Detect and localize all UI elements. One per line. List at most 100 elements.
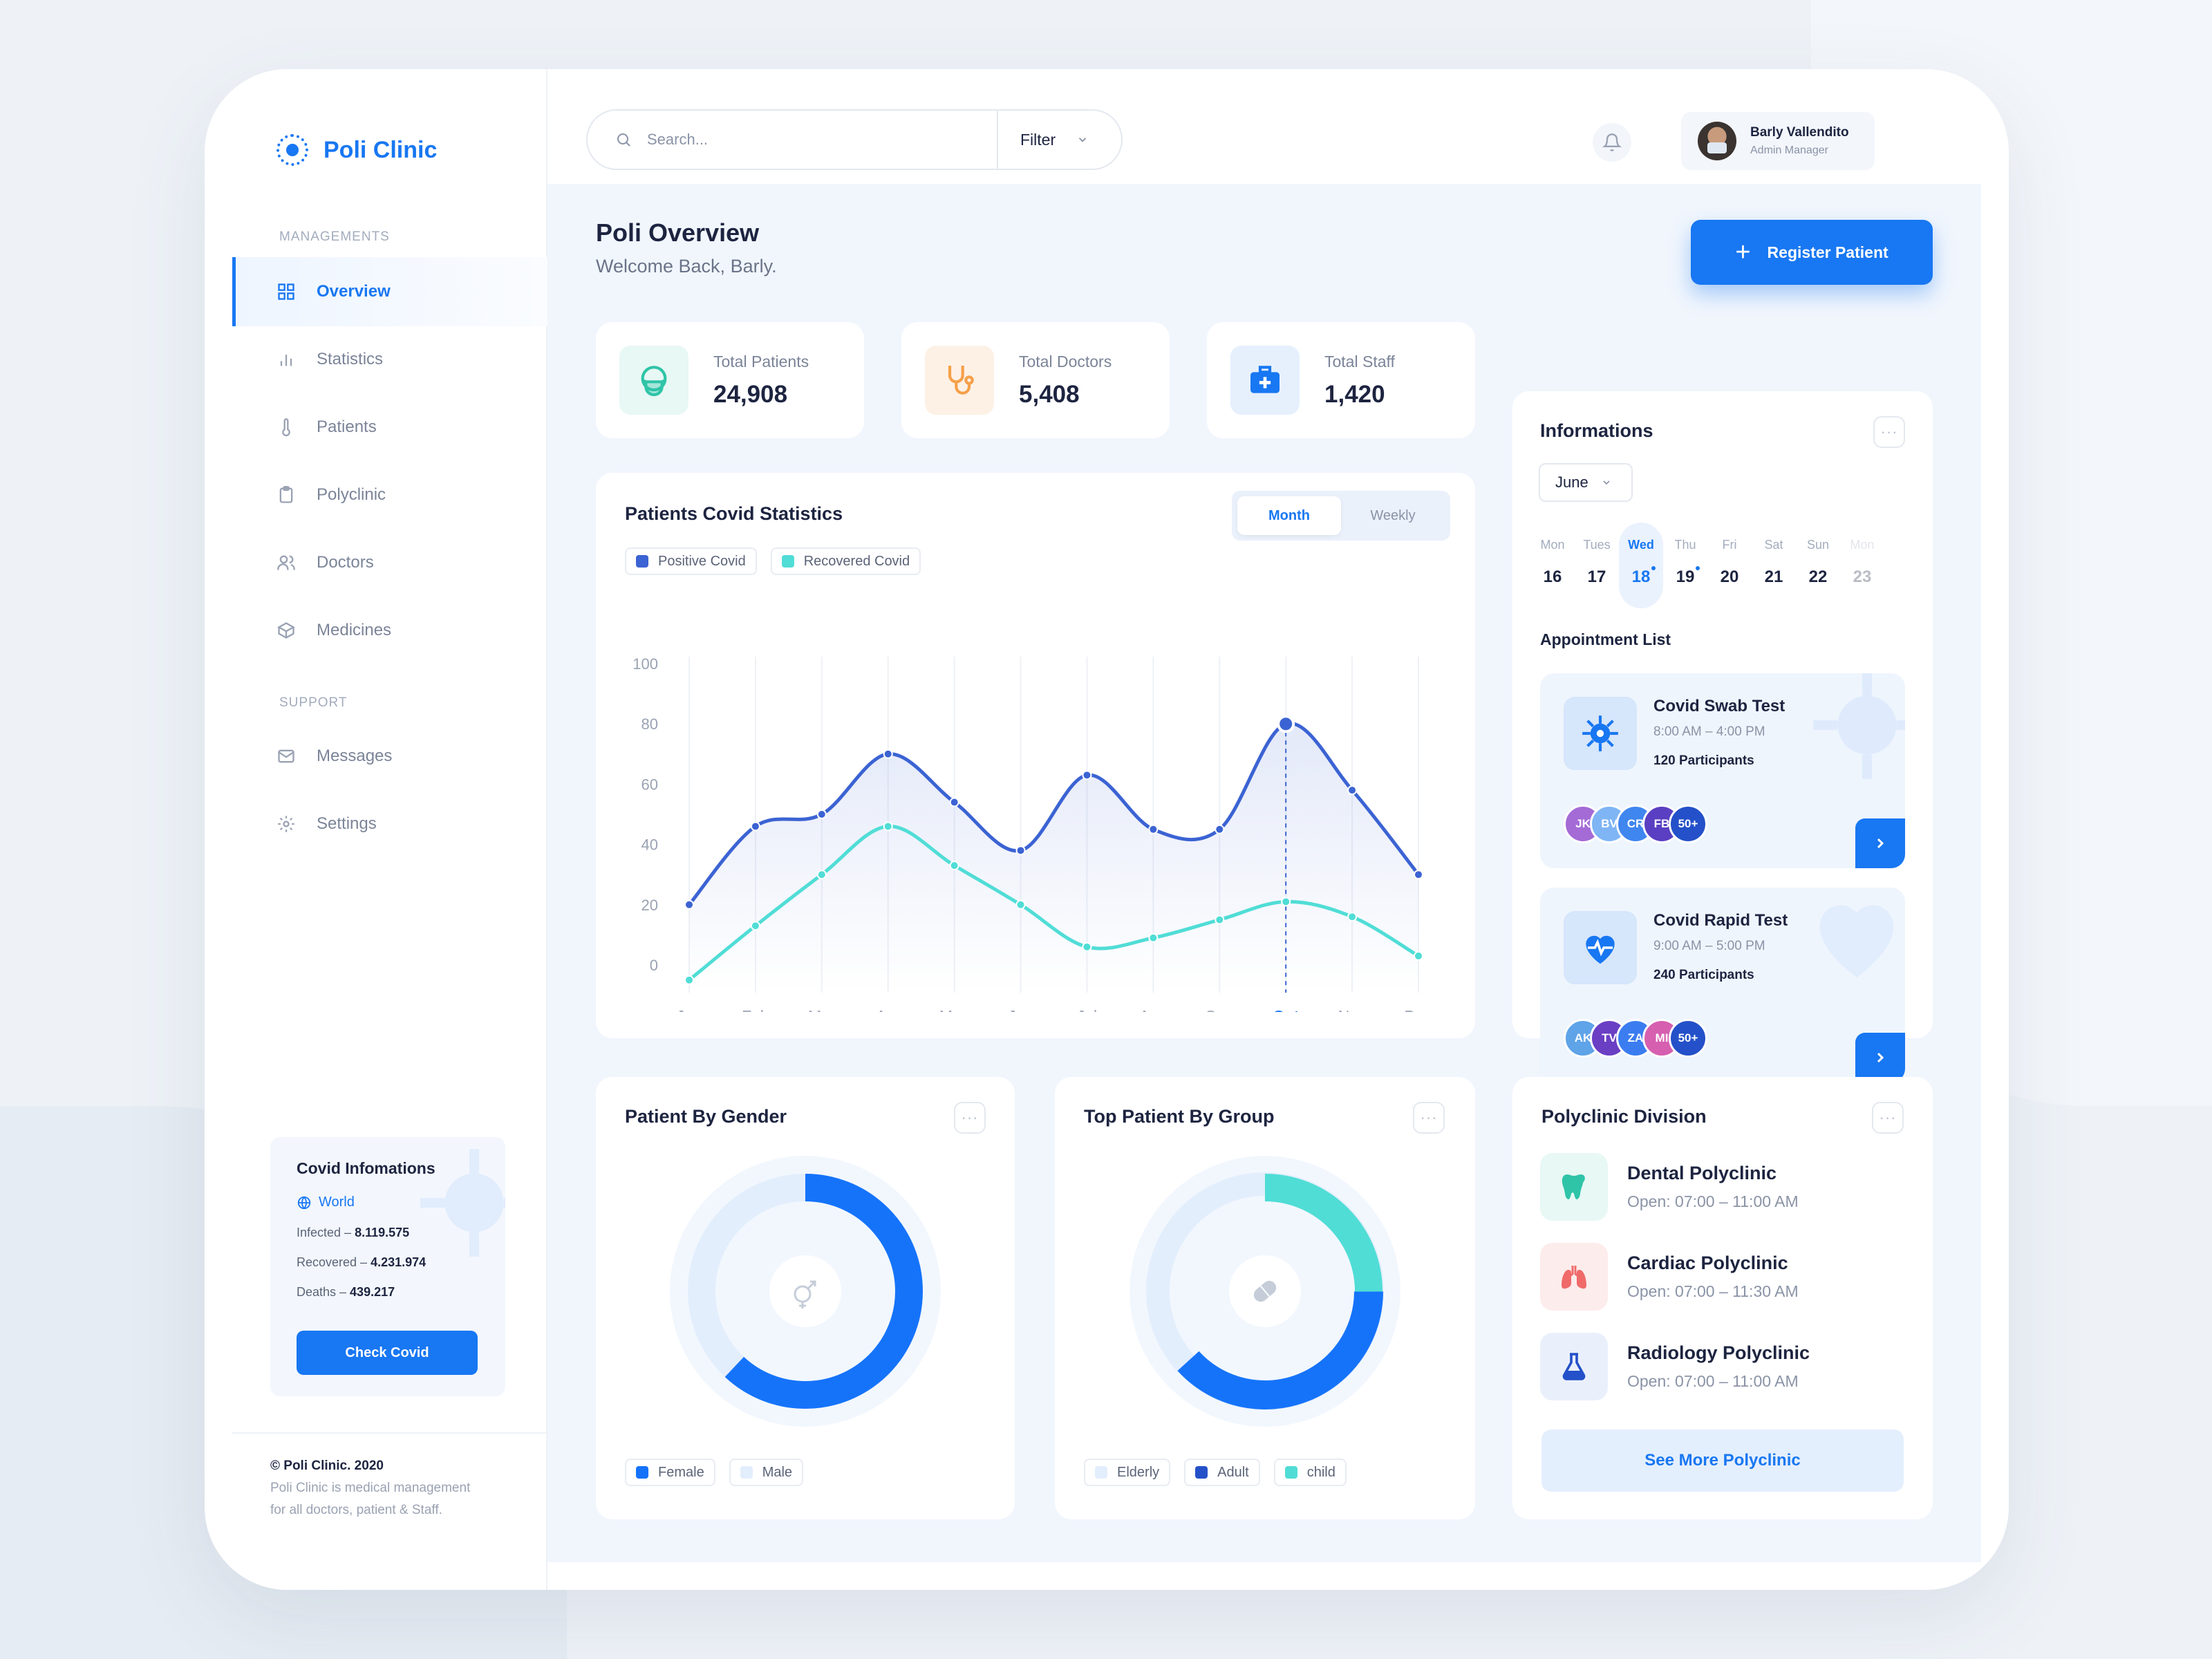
polyclinic-item[interactable]: Cardiac Polyclinic Open: 07:00 – 11:30 A… bbox=[1540, 1243, 1799, 1311]
sidebar-item-settings[interactable]: Settings bbox=[232, 789, 547, 859]
sidebar-item-label: Doctors bbox=[317, 553, 374, 572]
pill-icon bbox=[1253, 1280, 1277, 1302]
sidebar-item-statistics[interactable]: Statistics bbox=[232, 325, 547, 394]
day-of-week: Sat bbox=[1764, 538, 1783, 552]
day-date: 16 bbox=[1543, 568, 1562, 586]
participant-avatars: AK TV ZA MI 50+ bbox=[1564, 1019, 1707, 1058]
more-options-button[interactable]: ··· bbox=[1413, 1102, 1445, 1134]
open-appointment-button[interactable] bbox=[1855, 818, 1905, 868]
calendar-day[interactable]: Thu 19 bbox=[1663, 523, 1707, 608]
deaths-value: 439.217 bbox=[350, 1285, 395, 1299]
logo[interactable]: Poli Clinic bbox=[276, 134, 437, 166]
x-tick-label: Jun bbox=[1008, 1007, 1033, 1012]
calendar-day-selected[interactable]: Wed 18 bbox=[1619, 523, 1663, 608]
bell-icon bbox=[1602, 133, 1622, 151]
y-tick-label: 40 bbox=[641, 836, 658, 854]
app-window: Poli Clinic MANAGEMENTS Overview Statist… bbox=[205, 69, 2009, 1590]
search-input[interactable]: Search... bbox=[588, 111, 997, 169]
day-of-week: Wed bbox=[1628, 538, 1654, 552]
see-more-polyclinic-button[interactable]: See More Polyclinic bbox=[1541, 1430, 1904, 1492]
month-dropdown[interactable]: June bbox=[1539, 463, 1633, 502]
register-patient-button[interactable]: + Register Patient bbox=[1691, 220, 1933, 285]
region-selector[interactable]: World bbox=[297, 1194, 479, 1210]
day-of-week: Mon bbox=[1540, 538, 1565, 552]
sidebar-item-messages[interactable]: Messages bbox=[232, 722, 547, 791]
thermometer-icon bbox=[282, 418, 290, 437]
polyclinic-hours: Open: 07:00 – 11:00 AM bbox=[1627, 1372, 1799, 1390]
appointment-card[interactable]: Covid Rapid Test 9:00 AM – 5:00 PM 240 P… bbox=[1540, 888, 1905, 1082]
sidebar-item-overview[interactable]: Overview bbox=[232, 257, 547, 326]
search-icon bbox=[617, 133, 630, 147]
box-icon bbox=[277, 622, 295, 639]
grid-icon bbox=[278, 283, 294, 300]
heart-watermark-icon bbox=[1819, 905, 1894, 977]
deaths-row: Deaths – 439.217 bbox=[297, 1285, 479, 1300]
more-options-button[interactable]: ··· bbox=[1873, 416, 1905, 448]
calendar-day[interactable]: Sat 21 bbox=[1752, 523, 1796, 608]
legend-swatch bbox=[1095, 1466, 1107, 1479]
data-point bbox=[1082, 941, 1092, 952]
calendar-day[interactable]: Fri 20 bbox=[1707, 523, 1752, 608]
legend-child[interactable]: child bbox=[1273, 1459, 1347, 1486]
legend-swatch bbox=[636, 555, 648, 568]
legend-elderly[interactable]: Elderly bbox=[1084, 1459, 1171, 1486]
notification-button[interactable] bbox=[1593, 123, 1631, 162]
polyclinic-item[interactable]: Radiology Polyclinic Open: 07:00 – 11:00… bbox=[1540, 1333, 1810, 1400]
logo-icon bbox=[276, 134, 308, 166]
check-covid-button[interactable]: Check Covid bbox=[297, 1331, 478, 1375]
legend-female[interactable]: Female bbox=[625, 1459, 715, 1486]
more-options-button[interactable]: ··· bbox=[954, 1102, 986, 1134]
user-role: Admin Manager bbox=[1750, 144, 1828, 156]
deaths-label: Deaths – bbox=[297, 1285, 350, 1299]
legend-label: Male bbox=[762, 1464, 793, 1480]
legend-positive[interactable]: Positive Covid bbox=[625, 547, 757, 575]
day-date: 20 bbox=[1720, 568, 1739, 586]
stat-value: 24,908 bbox=[713, 380, 788, 408]
filter-dropdown[interactable]: Filter bbox=[997, 111, 1121, 169]
legend-swatch bbox=[636, 1466, 648, 1479]
group-chart-card: Top Patient By Group ··· Elderly Adult c… bbox=[1055, 1077, 1475, 1519]
sidebar-item-label: Messages bbox=[317, 747, 393, 765]
section-label-support: SUPPORT bbox=[279, 695, 348, 710]
calendar-day[interactable]: Sun 22 bbox=[1796, 523, 1840, 608]
gender-donut-chart bbox=[670, 1156, 941, 1427]
stat-label: Total Staff bbox=[1324, 352, 1395, 371]
sidebar-item-polyclinic[interactable]: Polyclinic bbox=[232, 460, 547, 529]
data-point bbox=[816, 809, 827, 819]
sidebar-item-patients[interactable]: Patients bbox=[232, 393, 547, 462]
appointment-time: 9:00 AM – 5:00 PM bbox=[1653, 939, 1765, 953]
calendar-day[interactable]: Tues 17 bbox=[1575, 523, 1619, 608]
legend-swatch bbox=[781, 555, 794, 568]
stat-card-staff: Total Staff 1,420 bbox=[1207, 322, 1475, 438]
x-tick-label: Feb bbox=[742, 1007, 769, 1012]
x-tick-label: May bbox=[939, 1007, 970, 1012]
plus-icon: + bbox=[1735, 238, 1751, 267]
x-tick-label: Sep bbox=[1206, 1007, 1234, 1012]
lungs-icon bbox=[1540, 1243, 1608, 1311]
data-point bbox=[1148, 824, 1159, 834]
polyclinic-item[interactable]: Dental Polyclinic Open: 07:00 – 11:00 AM bbox=[1540, 1153, 1799, 1221]
legend-adult[interactable]: Adult bbox=[1184, 1459, 1260, 1486]
sidebar-item-doctors[interactable]: Doctors bbox=[232, 528, 547, 597]
appointment-card[interactable]: Covid Swab Test 8:00 AM – 4:00 PM 120 Pa… bbox=[1540, 673, 1905, 868]
day-of-week: Sun bbox=[1806, 538, 1830, 552]
polyclinic-name: Radiology Polyclinic bbox=[1627, 1342, 1810, 1363]
tab-weekly[interactable]: Weekly bbox=[1370, 507, 1416, 523]
user-name: Barly Vallendito bbox=[1750, 125, 1849, 140]
legend-male[interactable]: Male bbox=[729, 1459, 804, 1486]
legend-label: child bbox=[1306, 1464, 1335, 1480]
tab-month[interactable]: Month bbox=[1237, 496, 1341, 535]
sidebar-item-medicines[interactable]: Medicines bbox=[232, 596, 547, 665]
x-tick-label: Aug bbox=[1139, 1007, 1168, 1012]
appointment-participants: 240 Participants bbox=[1653, 968, 1754, 982]
data-point bbox=[750, 921, 760, 931]
data-point bbox=[1347, 912, 1358, 922]
month-label: June bbox=[1555, 474, 1588, 491]
more-options-button[interactable]: ··· bbox=[1872, 1102, 1904, 1134]
calendar-day[interactable]: Mon 16 bbox=[1530, 523, 1575, 608]
open-appointment-button[interactable] bbox=[1855, 1033, 1905, 1082]
user-profile[interactable]: Barly Vallendito Admin Manager bbox=[1681, 112, 1875, 170]
legend-recovered[interactable]: Recovered Covid bbox=[770, 547, 921, 575]
sidebar-item-label: Patients bbox=[317, 418, 377, 436]
calendar-day[interactable]: Mon 23 bbox=[1840, 523, 1884, 608]
